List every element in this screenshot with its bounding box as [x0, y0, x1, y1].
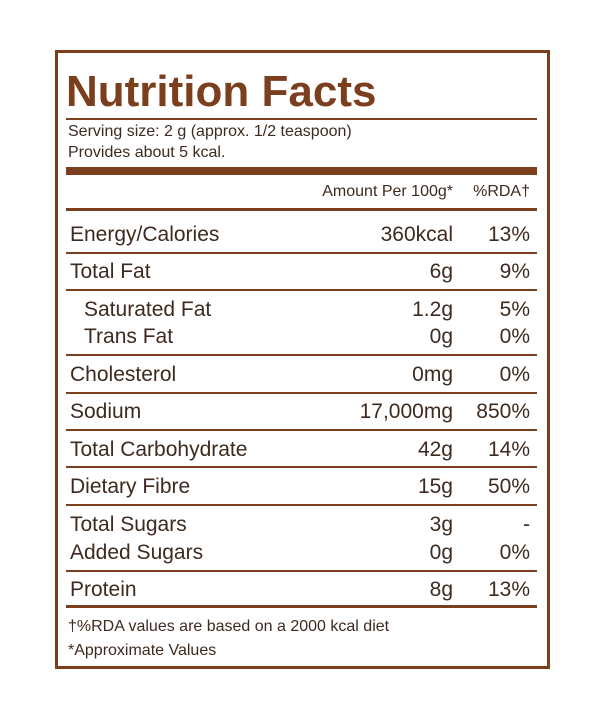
rule — [66, 252, 537, 254]
rule — [66, 570, 537, 572]
rule — [66, 118, 537, 120]
nutrient-name: Protein — [70, 578, 137, 601]
rule — [66, 208, 537, 211]
nutrient-amount: 8g — [429, 578, 453, 601]
nutrient-amount: 0g — [429, 325, 453, 348]
nutrient-rda: - — [523, 513, 530, 536]
nutrient-amount: 3g — [429, 513, 453, 536]
nutrient-name: Dietary Fibre — [70, 475, 191, 498]
nutrient-amount: 17,000mg — [359, 400, 453, 423]
rule — [66, 354, 537, 356]
rule — [66, 466, 537, 468]
nutrient-amount: 360kcal — [380, 223, 453, 246]
nutrient-rda: 0% — [499, 541, 530, 564]
nutrient-rda: 50% — [487, 475, 530, 498]
nutrient-name: Saturated Fat — [84, 298, 212, 321]
rule — [66, 429, 537, 431]
nutrient-amount: 42g — [417, 438, 453, 461]
footnote: †%RDA values are based on a 2000 kcal di… — [68, 618, 390, 635]
nutrient-rda: 14% — [487, 438, 530, 461]
rule — [66, 605, 537, 608]
nutrient-name: Total Carbohydrate — [70, 438, 248, 461]
nutrient-rda: 9% — [499, 260, 530, 283]
nutrient-rda: 13% — [487, 223, 530, 246]
header-amount: Amount Per 100g* — [322, 183, 453, 200]
nutrient-name: Sodium — [70, 400, 142, 423]
rule — [66, 167, 537, 175]
rule — [66, 392, 537, 394]
nutrient-rda: 850% — [476, 400, 530, 423]
nutrient-amount: 15g — [417, 475, 453, 498]
nutrient-amount: 1.2g — [412, 298, 453, 321]
rule — [66, 504, 537, 506]
serving-size: Serving size: 2 g (approx. 1/2 teaspoon) — [68, 123, 352, 140]
nutrient-name: Cholesterol — [70, 363, 177, 386]
nutrient-rda: 13% — [487, 578, 530, 601]
nutrient-rda: 5% — [499, 298, 530, 321]
nutrient-amount: 6g — [429, 260, 453, 283]
nutrient-name: Energy/Calories — [70, 223, 220, 246]
nutrient-name: Trans Fat — [84, 325, 174, 348]
nutrient-amount: 0mg — [412, 363, 453, 386]
label-border — [55, 50, 550, 669]
header-rda: %RDA† — [473, 183, 530, 200]
nutrient-name: Total Sugars — [70, 513, 187, 536]
serving-kcal: Provides about 5 kcal. — [68, 144, 226, 161]
footnote: *Approximate Values — [68, 642, 217, 659]
nutrient-amount: 0g — [429, 541, 453, 564]
nutrient-name: Added Sugars — [70, 541, 204, 564]
nutrient-rda: 0% — [499, 363, 530, 386]
nutrient-name: Total Fat — [70, 260, 151, 283]
nutrient-rda: 0% — [499, 325, 530, 348]
title: Nutrition Facts — [66, 67, 377, 116]
rule — [66, 289, 537, 291]
